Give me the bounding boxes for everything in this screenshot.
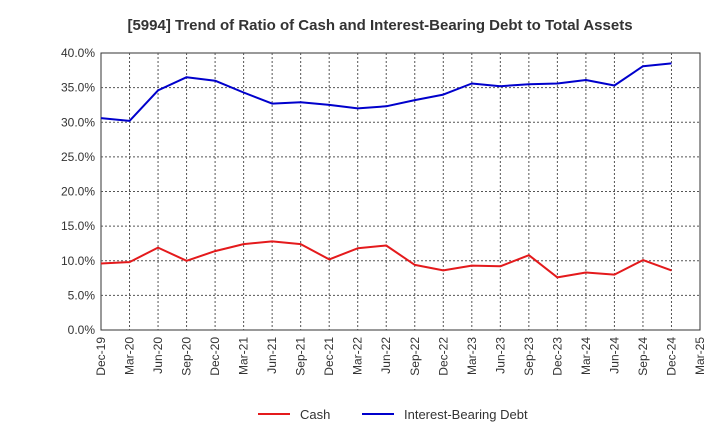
x-tick-label: Mar-23 bbox=[465, 337, 479, 375]
y-tick-label: 10.0% bbox=[61, 254, 95, 268]
legend: Cash Interest-Bearing Debt bbox=[258, 407, 528, 422]
x-tick-label: Jun-24 bbox=[607, 337, 621, 374]
x-tick-label: Jun-22 bbox=[379, 337, 393, 374]
x-tick-label: Jun-23 bbox=[493, 337, 507, 374]
y-tick-label: 40.0% bbox=[61, 46, 95, 60]
x-tick-label: Dec-24 bbox=[664, 337, 678, 376]
legend-label: Cash bbox=[300, 407, 330, 422]
y-tick-label: 15.0% bbox=[61, 219, 95, 233]
x-tick-label: Dec-19 bbox=[94, 337, 108, 376]
series-line-1 bbox=[100, 62, 672, 122]
y-tick-label: 5.0% bbox=[68, 288, 96, 302]
y-axis-tick-labels: 0.0% 5.0% 10.0% 15.0% 20.0% 25.0% 30.0% 35.0% 40… bbox=[61, 46, 95, 337]
plot-area bbox=[100, 52, 701, 331]
y-tick-label: 35.0% bbox=[61, 81, 95, 95]
legend-label: Interest-Bearing Debt bbox=[404, 407, 528, 422]
x-tick-label: Dec-23 bbox=[550, 337, 564, 376]
x-tick-label: Sep-23 bbox=[522, 337, 536, 376]
series-lines bbox=[100, 62, 672, 279]
series-line-0 bbox=[100, 240, 672, 279]
x-tick-label: Mar-21 bbox=[237, 337, 251, 375]
x-tick-label: Jun-21 bbox=[265, 337, 279, 374]
x-tick-label: Sep-20 bbox=[180, 337, 194, 376]
y-tick-label: 0.0% bbox=[68, 323, 96, 337]
y-tick-label: 30.0% bbox=[61, 115, 95, 129]
x-tick-label: Sep-24 bbox=[636, 337, 650, 376]
x-tick-label: Sep-22 bbox=[408, 337, 422, 376]
x-axis-tick-labels: Dec-19 Mar-20 Jun-20 Sep-20 Dec-20 Mar-21 Jun-… bbox=[94, 337, 707, 376]
y-tick-label: 25.0% bbox=[61, 150, 95, 164]
x-tick-label: Mar-24 bbox=[579, 337, 593, 375]
y-tick-label: 20.0% bbox=[61, 185, 95, 199]
x-tick-label: Jun-20 bbox=[151, 337, 165, 374]
chart-title: [5994] Trend of Ratio of Cash and Intere… bbox=[127, 17, 632, 34]
x-tick-label: Mar-22 bbox=[351, 337, 365, 375]
x-tick-label: Mar-20 bbox=[123, 337, 137, 375]
x-tick-label: Dec-22 bbox=[436, 337, 450, 376]
x-tick-label: Dec-21 bbox=[322, 337, 336, 376]
x-tick-label: Sep-21 bbox=[294, 337, 308, 376]
x-tick-label: Dec-20 bbox=[208, 337, 222, 376]
x-tick-label: Mar-25 bbox=[693, 337, 707, 375]
